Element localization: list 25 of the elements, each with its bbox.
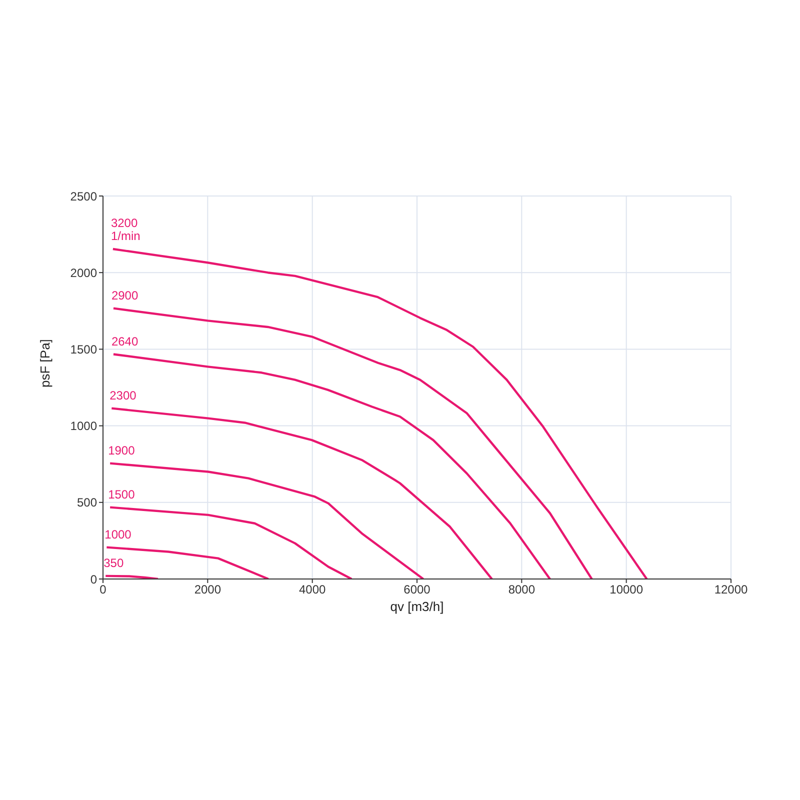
x-tick-label: 10000 — [610, 582, 644, 597]
y-tick-label: 2500 — [70, 189, 98, 204]
series-label: 350 — [104, 556, 124, 570]
y-tick-label: 2000 — [70, 266, 98, 280]
series-label: 2900 — [111, 288, 138, 302]
series-label: 3200 — [110, 216, 138, 230]
series-label: 1900 — [108, 443, 136, 458]
x-tick-label: 2000 — [194, 582, 222, 597]
line-series — [106, 546, 270, 579]
series-label: 2640 — [111, 334, 138, 348]
x-axis-title: qv [m3/h] — [390, 599, 444, 614]
annotation: 1/min — [110, 229, 140, 244]
x-tick-label: 8000 — [508, 582, 536, 597]
y-axis-title: psF [Pa] — [38, 339, 53, 388]
series-label: 2300 — [110, 388, 137, 402]
x-tick-label: 0 — [100, 582, 107, 597]
x-tick-label: 6000 — [404, 582, 431, 597]
x-tick-label: 4000 — [298, 582, 326, 597]
series-label: 1000 — [104, 527, 132, 542]
series-label: 1500 — [108, 487, 136, 502]
y-tick-label: 0 — [90, 572, 98, 586]
y-tick-label: 1000 — [70, 419, 98, 434]
y-tick-label: 1500 — [70, 342, 98, 356]
x-tick-label: 12000 — [714, 582, 748, 597]
y-tick-label: 500 — [76, 496, 98, 510]
